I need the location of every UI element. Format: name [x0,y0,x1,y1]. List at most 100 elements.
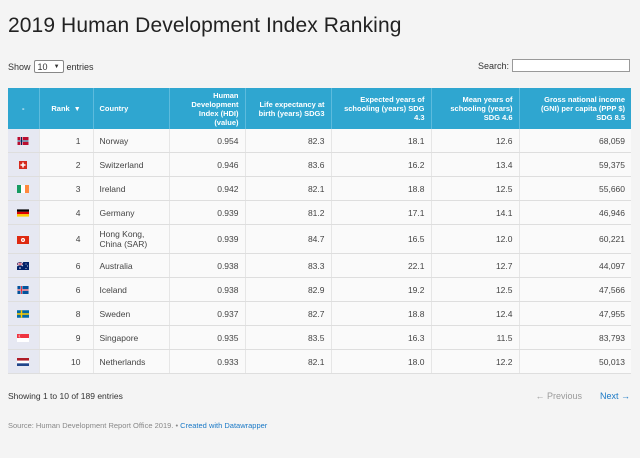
gni-cell: 59,375 [519,152,631,177]
life-expectancy-cell: 83.5 [245,325,332,350]
mean-schooling-cell: 13.4 [431,152,520,177]
flag-cell [8,176,40,201]
mean-schooling-cell: 12.2 [431,349,520,374]
life-expectancy-cell: 82.1 [245,176,332,201]
table-row: 6 Iceland 0.938 82.9 19.2 12.5 47,566 [8,277,631,302]
previous-page-button[interactable]: ← Previous [535,391,582,401]
life-expectancy-cell: 82.7 [245,301,332,326]
datawrapper-credit-link[interactable]: Created with Datawrapper [180,421,268,430]
column-header-gni[interactable]: Gross national income (GNI) per capita (… [519,88,631,129]
flag-cell [8,224,40,254]
table-row: 1 Norway 0.954 82.3 18.1 12.6 68,059 [8,129,631,153]
expected-schooling-cell: 16.3 [331,325,432,350]
hdi-cell: 0.933 [169,349,246,374]
expected-schooling-cell: 16.5 [331,224,432,254]
mean-schooling-cell: 12.4 [431,301,520,326]
country-cell: Hong Kong, China (SAR) [93,224,170,254]
column-header-life-expectancy[interactable]: Life expectancy at birth (years) SDG3 [245,88,332,129]
norway-flag-icon [17,137,29,146]
gni-cell: 47,566 [519,277,631,302]
flag-cell [8,325,40,350]
table-header-row: - Rank ▼ Country Human Development Index … [8,88,631,129]
rank-cell: 6 [39,277,94,302]
column-header-expected-schooling[interactable]: Expected years of schooling (years) SDG … [331,88,432,129]
flag-cell [8,152,40,177]
column-header-hdi[interactable]: Human Development Index (HDI) (value) [169,88,246,129]
mean-schooling-cell: 12.7 [431,253,520,278]
switzerland-flag-icon [19,161,28,170]
column-header-mean-schooling[interactable]: Mean years of schooling (years) SDG 4.6 [431,88,520,129]
page-title: 2019 Human Development Index Ranking [8,14,402,37]
table-controls: Show 10 ▼ entries Search: [8,58,630,76]
source-text: Source: Human Development Report Office … [8,421,181,430]
hdi-cell: 0.939 [169,200,246,225]
rank-cell: 1 [39,129,94,153]
country-cell: Singapore [93,325,170,350]
expected-schooling-cell: 19.2 [331,277,432,302]
gni-cell: 60,221 [519,224,631,254]
australia-flag-icon [17,262,30,271]
life-expectancy-cell: 83.6 [245,152,332,177]
rank-cell: 3 [39,176,94,201]
rank-cell: 9 [39,325,94,350]
hdi-cell: 0.942 [169,176,246,201]
source-note: Source: Human Development Report Office … [8,421,267,430]
gni-cell: 47,955 [519,301,631,326]
netherlands-flag-icon [17,358,30,367]
column-header-country[interactable]: Country [93,88,170,129]
column-header-rank[interactable]: Rank ▼ [39,88,94,129]
life-expectancy-cell: 81.2 [245,200,332,225]
pagination: ← Previous Next → [535,391,630,401]
country-cell: Australia [93,253,170,278]
hdi-table: - Rank ▼ Country Human Development Index … [8,88,631,374]
mean-schooling-cell: 11.5 [431,325,520,350]
rank-cell: 2 [39,152,94,177]
show-label: Show [8,61,31,72]
expected-schooling-cell: 22.1 [331,253,432,278]
gni-cell: 55,660 [519,176,631,201]
singapore-flag-icon [17,334,30,343]
expected-schooling-cell: 17.1 [331,200,432,225]
table-row: 8 Sweden 0.937 82.7 18.8 12.4 47,955 [8,301,631,326]
hdi-cell: 0.938 [169,277,246,302]
country-cell: Norway [93,129,170,153]
life-expectancy-cell: 82.1 [245,349,332,374]
life-expectancy-cell: 82.3 [245,129,332,153]
table-row: 4 Hong Kong, China (SAR) 0.939 84.7 16.5 12.0… [8,224,631,254]
entries-select-value: 10 [37,61,48,72]
entries-length-control: Show 10 ▼ entries [8,60,94,73]
table-row: 6 Australia 0.938 83.3 22.1 12.7 44,097 [8,253,631,278]
flag-cell [8,301,40,326]
chevron-down-icon: ▼ [53,63,60,70]
flag-cell [8,253,40,278]
mean-schooling-cell: 12.5 [431,277,520,302]
flag-cell [8,129,40,153]
country-cell: Iceland [93,277,170,302]
expected-schooling-cell: 18.8 [331,301,432,326]
search-label: Search: [477,60,509,71]
mean-schooling-cell: 12.5 [431,176,520,201]
sweden-flag-icon [17,310,30,318]
rank-cell: 4 [39,200,94,225]
entries-select[interactable]: 10 ▼ [33,60,64,73]
flag-cell [8,349,40,374]
hdi-cell: 0.954 [169,129,246,153]
table-info: Showing 1 to 10 of 189 entries [8,391,123,401]
expected-schooling-cell: 18.1 [331,129,432,153]
table-row: 3 Ireland 0.942 82.1 18.8 12.5 55,660 [8,176,631,201]
table-row: 4 Germany 0.939 81.2 17.1 14.1 46,946 [8,200,631,225]
country-cell: Switzerland [93,152,170,177]
table-row: 2 Switzerland 0.946 83.6 16.2 13.4 59,375 [8,152,631,177]
sort-descending-icon: ▼ [73,105,81,113]
country-cell: Sweden [93,301,170,326]
column-header-flag[interactable]: - [8,88,40,129]
table-row: 9 Singapore 0.935 83.5 16.3 11.5 83,793 [8,325,631,350]
mean-schooling-cell: 12.0 [431,224,520,254]
expected-schooling-cell: 18.0 [331,349,432,374]
mean-schooling-cell: 14.1 [431,200,520,225]
germany-flag-icon [17,209,30,217]
next-page-button[interactable]: Next → [599,391,630,401]
gni-cell: 83,793 [519,325,631,350]
country-cell: Netherlands [93,349,170,374]
search-input[interactable] [512,59,630,72]
